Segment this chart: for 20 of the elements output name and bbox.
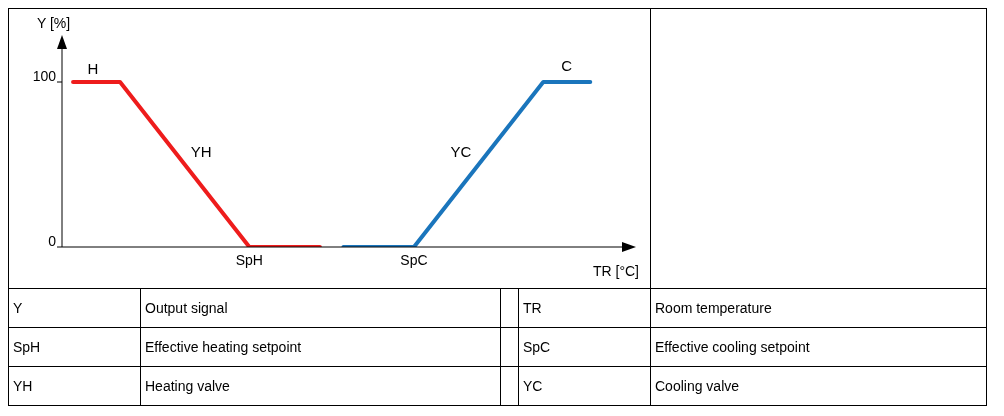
text: Effective heating setpoint: [140, 327, 501, 367]
text: YH: [8, 366, 141, 406]
annotation: H: [87, 60, 99, 78]
y-tick-label: 100: [32, 68, 57, 84]
x-axis-title: TR [°C]: [592, 263, 639, 279]
text: Output signal: [140, 288, 501, 328]
text: TR: [518, 288, 651, 328]
text: SpH: [8, 327, 141, 367]
text: SpC: [518, 327, 651, 367]
annotation: YC: [450, 142, 472, 160]
text: Cooling valve: [650, 366, 987, 406]
annotation: C: [561, 56, 573, 74]
annotation: YH: [190, 142, 212, 160]
text: Y: [8, 288, 141, 328]
text: Heating valve: [140, 366, 501, 406]
text: Room temperature: [650, 288, 987, 328]
text: Effective cooling setpoint: [650, 327, 987, 367]
y-axis-title: Y [%]: [37, 15, 71, 31]
y-tick-label: 0: [48, 233, 57, 249]
text: YC: [518, 366, 651, 406]
